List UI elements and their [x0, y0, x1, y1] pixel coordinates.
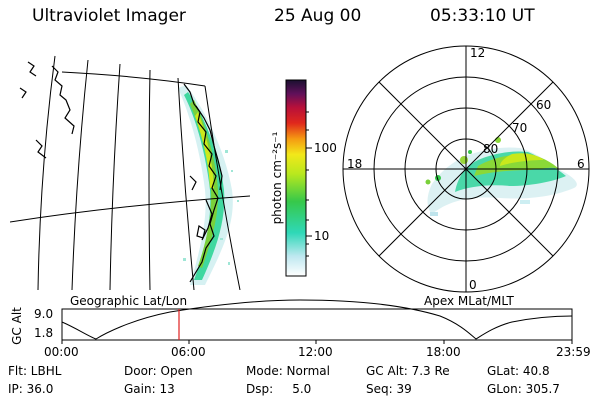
- colorbar-tick-100: 100: [314, 141, 337, 155]
- colorbar: [285, 79, 307, 277]
- mlt-label-18: 18: [347, 157, 363, 171]
- status-glat: GLat: 40.8: [487, 364, 550, 378]
- aurora-specks: [183, 150, 239, 265]
- aurora-peak: [195, 112, 214, 188]
- status-gain: Gain: 13: [124, 382, 175, 396]
- status-gc-alt: GC Alt: 7.3 Re: [366, 364, 450, 378]
- polar-grid: [342, 45, 590, 293]
- status-mode: Mode: Normal: [246, 364, 330, 378]
- date-label: 25 Aug 00: [274, 6, 362, 26]
- polar-plot: [342, 45, 590, 293]
- altitude-curve: [61, 299, 573, 340]
- instrument-title: Ultraviolet Imager: [32, 6, 186, 26]
- mlat-label-80: 80: [483, 142, 499, 156]
- apex-panel-title: Apex MLat/MLT: [424, 294, 514, 308]
- aurora-band: [184, 92, 225, 280]
- map-coastlines: [19, 61, 223, 283]
- altitude-ylabel: GC Alt: [10, 307, 24, 345]
- geographic-panel-title: Geographic Lat/Lon: [70, 294, 188, 308]
- altitude-ymin: 1.8: [34, 326, 54, 340]
- mlt-label-12: 12: [470, 46, 486, 60]
- mlt-label-0: 0: [469, 278, 477, 292]
- map-graticule: [10, 55, 250, 290]
- status-ip: IP: 36.0: [8, 382, 54, 396]
- geographic-map: [10, 55, 250, 290]
- altitude-xtick-1800: 18:00: [426, 345, 461, 359]
- altitude-xtick-2359: 23:59: [556, 345, 591, 359]
- altitude-ymax: 9.0: [34, 307, 54, 321]
- altitude-xtick-0000: 00:00: [44, 345, 79, 359]
- altitude-xtick-1200: 12:00: [298, 345, 333, 359]
- altitude-xtick-0600: 06:00: [171, 345, 206, 359]
- colorbar-tick-10: 10: [314, 229, 330, 243]
- mlt-label-6: 6: [577, 157, 585, 171]
- mlat-label-60: 60: [536, 98, 552, 112]
- altitude-plot-frame: [61, 308, 573, 341]
- status-seq: Seq: 39: [366, 382, 412, 396]
- colorbar-unit-label: photon cm⁻²s⁻¹: [270, 131, 284, 225]
- mlat-label-70: 70: [512, 121, 528, 135]
- altitude-x-ticks: [61, 340, 573, 344]
- time-label: 05:33:10 UT: [430, 6, 535, 26]
- aurora-outer-glow: [178, 85, 233, 285]
- altitude-plot: [61, 299, 573, 344]
- status-door: Door: Open: [124, 364, 193, 378]
- status-dsp: Dsp: 5.0: [246, 382, 312, 396]
- colorbar-ticks: [306, 111, 312, 257]
- status-glon: GLon: 305.7: [487, 382, 560, 396]
- status-filter: Flt: LBHL: [8, 364, 62, 378]
